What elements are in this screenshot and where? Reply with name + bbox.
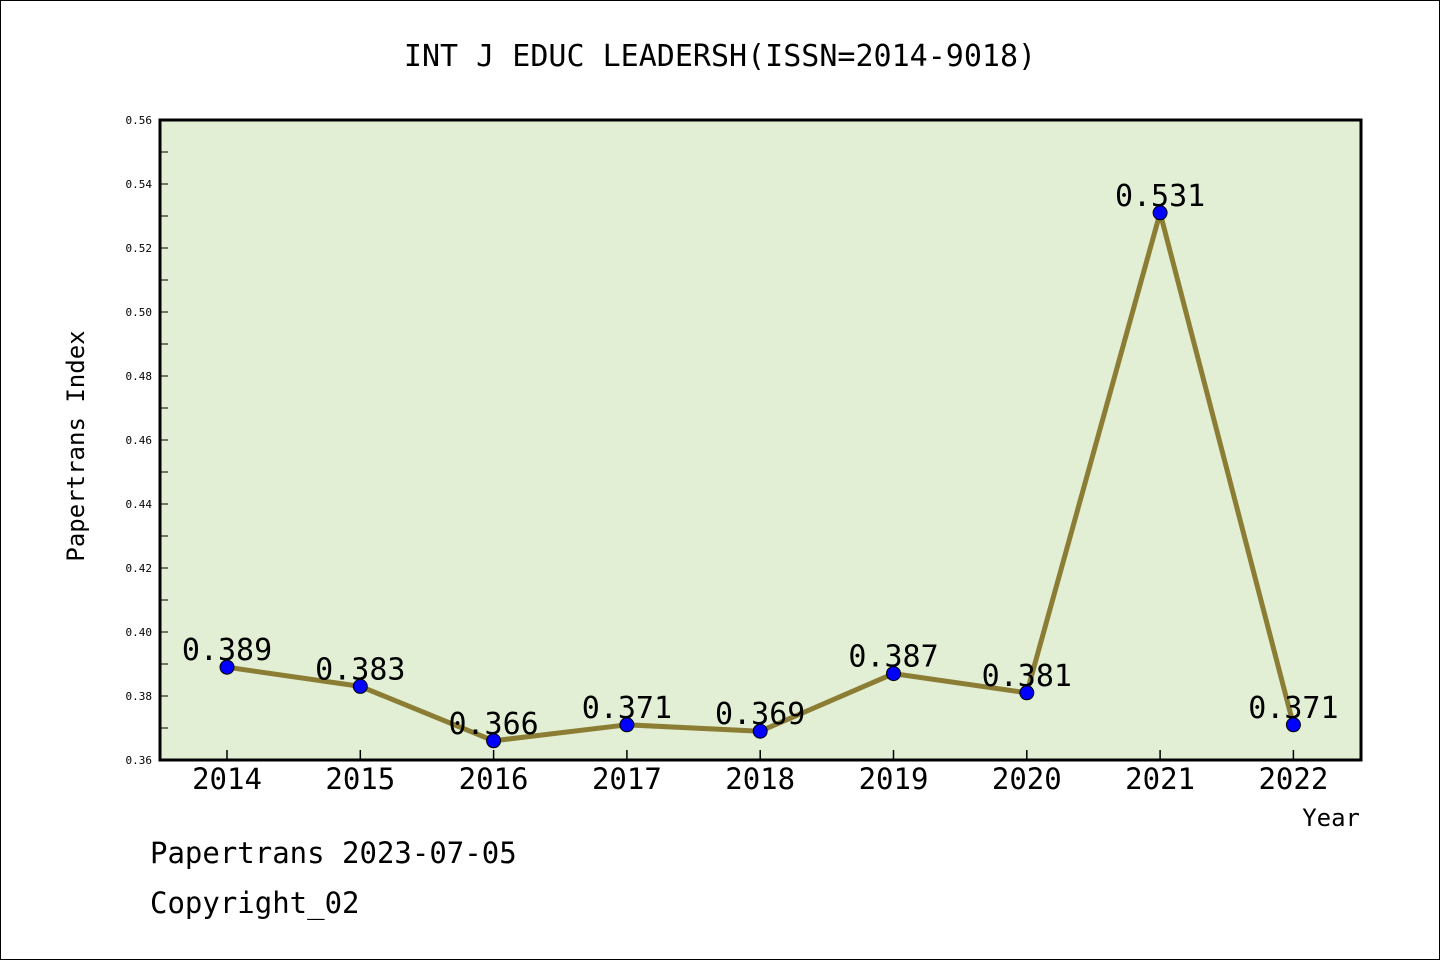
data-labels: 0.389 0.383 0.366 0.371 0.369 0.387 0.381 0.531… <box>182 179 1339 742</box>
x-tick-label: 2017 <box>592 762 662 796</box>
data-point <box>352 678 368 694</box>
data-label: 0.383 <box>315 652 405 687</box>
y-tick-label: 0.44 <box>126 498 153 511</box>
x-tick-label: 2014 <box>192 762 262 796</box>
y-tick-label: 0.38 <box>126 690 153 703</box>
footer-copyright: Copyright_02 <box>150 886 360 920</box>
data-label: 0.389 <box>182 633 272 668</box>
data-label: 0.366 <box>448 707 538 742</box>
y-axis: 0.36 0.38 0.40 0.42 0.44 0.46 0.48 0.50 0.52 0.54… <box>126 114 168 767</box>
x-tick-label: 2021 <box>1125 762 1195 796</box>
y-tick-label: 0.50 <box>126 306 153 319</box>
y-axis-label: Papertrans Index <box>62 330 90 561</box>
series-markers <box>219 205 1301 749</box>
data-point <box>1152 205 1168 221</box>
data-label: 0.369 <box>715 697 805 732</box>
y-tick-label: 0.46 <box>126 434 153 447</box>
data-point <box>219 659 235 675</box>
y-tick-label: 0.40 <box>126 626 153 639</box>
data-label: 0.531 <box>1115 179 1205 214</box>
data-point <box>1285 717 1301 733</box>
data-point <box>886 666 901 682</box>
y-tick-label: 0.48 <box>126 370 153 383</box>
x-axis-label: Year <box>1302 804 1360 832</box>
x-tick-label: 2022 <box>1258 762 1328 796</box>
y-tick-label: 0.54 <box>126 178 153 191</box>
y-tick-label: 0.52 <box>126 242 153 255</box>
data-point <box>1019 685 1035 701</box>
y-tick-label: 0.36 <box>126 754 153 767</box>
data-label: 0.387 <box>848 640 938 675</box>
x-tick-label: 2019 <box>859 762 929 796</box>
data-point <box>752 723 768 739</box>
x-axis: 2014 2015 2016 2017 2018 2019 2020 2021 2022 <box>192 750 1328 796</box>
data-point <box>619 717 635 733</box>
y-tick-label: 0.42 <box>126 562 153 575</box>
data-label: 0.371 <box>1248 691 1338 726</box>
data-label: 0.381 <box>982 659 1072 694</box>
chart-title: INT J EDUC LEADERSH(ISSN=2014-9018) <box>404 39 1036 74</box>
y-tick-label: 0.56 <box>126 114 153 127</box>
x-tick-label: 2016 <box>459 762 529 796</box>
data-label: 0.371 <box>582 691 672 726</box>
data-point <box>486 733 502 749</box>
x-tick-label: 2015 <box>325 762 395 796</box>
x-tick-label: 2018 <box>725 762 795 796</box>
plot-area <box>158 118 1363 762</box>
x-tick-label: 2020 <box>992 762 1062 796</box>
footer-date: Papertrans 2023-07-05 <box>150 836 517 870</box>
